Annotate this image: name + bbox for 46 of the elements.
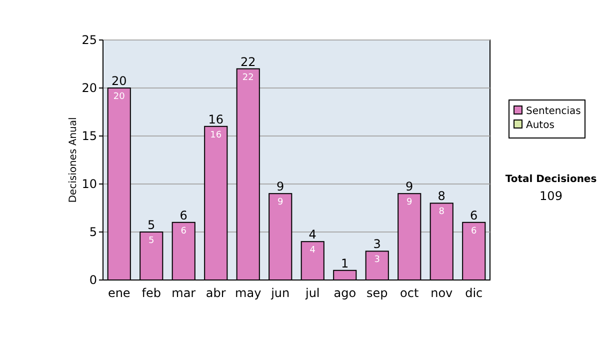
total-label: 6 (180, 208, 188, 222)
data-label: 4 (310, 246, 316, 256)
x-tick-label: nov (430, 286, 453, 300)
x-tick-label: feb (142, 286, 161, 300)
x-tick-label: oct (400, 286, 419, 300)
data-label: 20 (113, 92, 126, 102)
y-tick-label: 20 (82, 81, 97, 95)
total-label: 6 (470, 208, 478, 222)
x-tick-label: abr (206, 286, 226, 300)
total-label: 22 (240, 54, 256, 69)
data-label: 6 (180, 226, 187, 236)
x-tick-label: dic (465, 286, 483, 300)
total-label: 3 (373, 237, 381, 252)
text: Total Decisiones (505, 174, 597, 185)
data-label: 9 (406, 198, 413, 208)
x-tick-label: jun (270, 286, 290, 300)
y-tick-label: 25 (82, 33, 97, 47)
total-label: 8 (438, 189, 446, 204)
text: 109 (540, 189, 562, 203)
x-tick-label: mar (172, 286, 196, 300)
x-tick-label: may (235, 286, 262, 300)
y-tick-label: 10 (82, 177, 97, 191)
data-label: 3 (374, 255, 380, 266)
data-label: 5 (148, 236, 154, 246)
legend-label: Autos (526, 120, 554, 131)
x-tick-label: jul (304, 286, 320, 300)
data-label: 9 (278, 198, 284, 208)
total-label: 16 (208, 112, 224, 126)
total-label: 5 (148, 218, 156, 232)
total-label: 20 (111, 74, 127, 88)
total-label: 4 (308, 228, 316, 242)
total-label: 1 (341, 256, 349, 270)
y-axis-title: Decisiones Anual (68, 117, 79, 203)
x-tick-label: sep (366, 286, 388, 300)
y-tick-label: 0 (89, 273, 97, 287)
total-label: 9 (276, 180, 284, 194)
total-label: 9 (406, 180, 414, 194)
y-tick-label: 15 (82, 129, 97, 143)
legend-label: Sentencias (526, 106, 581, 117)
data-label: 16 (210, 130, 222, 140)
x-tick-label: ene (108, 286, 130, 300)
y-tick-label: 5 (89, 225, 97, 239)
x-tick-label: ago (334, 286, 356, 300)
data-label: 6 (471, 226, 478, 236)
data-label: 22 (242, 72, 254, 83)
data-label: 8 (438, 207, 445, 218)
